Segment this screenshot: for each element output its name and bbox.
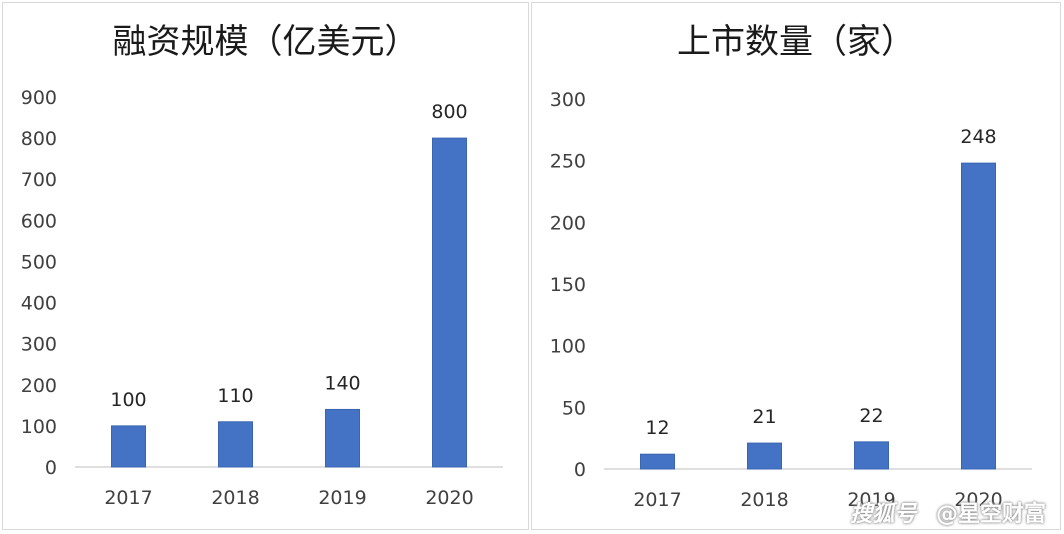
y-tick-label: 600 xyxy=(21,210,57,232)
bar-2018 xyxy=(218,421,253,468)
bar-2018 xyxy=(747,442,782,470)
category-label-2017: 2017 xyxy=(104,487,152,509)
y-tick-label: 0 xyxy=(45,457,57,479)
y-tick-label: 900 xyxy=(21,87,57,109)
chart-panel-financing: 融资规模（亿美元） 0 100 200 300 400 500 600 700 800 900 100… xyxy=(2,2,529,530)
watermark-brand: 搜狐号 xyxy=(850,502,917,527)
category-label-2019: 2019 xyxy=(318,487,366,509)
data-label-2020: 248 xyxy=(960,126,996,148)
watermark: 搜狐号 @星空财富 xyxy=(850,496,1046,528)
bar-2017 xyxy=(640,453,675,470)
y-tick-label: 800 xyxy=(21,128,57,150)
y-tick-label: 200 xyxy=(550,212,586,234)
data-label-2020: 800 xyxy=(431,101,467,123)
watermark-account: @星空财富 xyxy=(935,502,1046,527)
y-tick-label: 200 xyxy=(21,375,57,397)
data-label-2017: 100 xyxy=(110,389,146,411)
y-tick-label: 500 xyxy=(21,251,57,273)
y-tick-label: 100 xyxy=(550,336,586,358)
bar-2019 xyxy=(854,441,889,470)
data-label-2018: 110 xyxy=(217,385,253,407)
data-label-2017: 12 xyxy=(645,417,669,439)
y-tick-label: 150 xyxy=(550,274,586,296)
bar-2020 xyxy=(961,162,996,470)
listings-chart: 上市数量（家） 0 50 100 150 200 250 300 12 2017 21 2018 22 2… xyxy=(550,22,1032,511)
y-tick-label: 50 xyxy=(562,397,586,419)
y-tick-label: 300 xyxy=(21,334,57,356)
y-tick-label: 700 xyxy=(21,169,57,191)
data-label-2019: 22 xyxy=(859,405,883,427)
category-label-2020: 2020 xyxy=(425,487,473,509)
data-label-2018: 21 xyxy=(752,406,776,428)
bar-2017 xyxy=(111,425,146,468)
y-tick-label: 250 xyxy=(550,151,586,173)
chart-title: 上市数量（家） xyxy=(677,22,915,62)
category-label-2019: 2019 xyxy=(847,489,895,511)
financing-chart: 融资规模（亿美元） 0 100 200 300 400 500 600 700 800 900 100… xyxy=(21,22,503,509)
y-tick-label: 400 xyxy=(21,293,57,315)
y-tick-label: 300 xyxy=(550,89,586,111)
data-label-2019: 140 xyxy=(324,372,360,394)
category-label-2017: 2017 xyxy=(633,489,681,511)
category-label-2018: 2018 xyxy=(211,487,259,509)
chart-title: 融资规模（亿美元） xyxy=(113,22,419,62)
bar-2020 xyxy=(432,137,467,468)
category-label-2020: 2020 xyxy=(954,489,1002,511)
bar-2019 xyxy=(325,408,360,468)
chart-panel-listings: 上市数量（家） 0 50 100 150 200 250 300 12 2017 21 2018 22 2… xyxy=(531,2,1061,530)
y-tick-label: 0 xyxy=(574,459,586,481)
category-label-2018: 2018 xyxy=(740,489,788,511)
y-tick-label: 100 xyxy=(21,416,57,438)
